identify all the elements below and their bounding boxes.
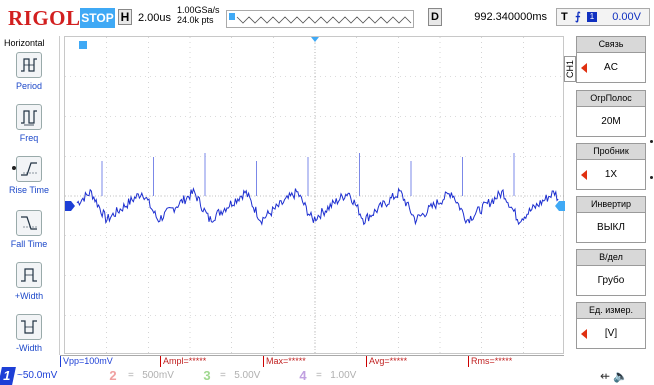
waveform-grid <box>65 37 565 355</box>
arrow-left-icon <box>581 329 587 339</box>
selection-dot <box>12 166 16 170</box>
channel-4-scale: 1.00V <box>330 370 357 381</box>
menu-softkey-6[interactable]: Ед. измер. [V] <box>576 302 646 349</box>
softkey-value-text: 1X <box>604 169 618 180</box>
trigger-source: 1 <box>587 12 597 22</box>
channel-1-scale: 50.0mV <box>22 370 58 381</box>
channel-2-info[interactable]: = 500mV <box>128 368 174 384</box>
period-label: Period <box>15 81 42 91</box>
fall-time-icon <box>16 210 42 236</box>
measure-max[interactable]: Max=***** <box>263 356 306 367</box>
channel-4-info[interactable]: = 1.00V <box>316 368 356 384</box>
trigger-edge-icon: ⨍ <box>575 11 581 23</box>
channel-4-badge[interactable]: 4 <box>299 368 307 383</box>
frequency-icon <box>16 104 42 130</box>
memory-overview-strip <box>226 10 414 28</box>
softkey-value-text: 20M <box>601 116 621 127</box>
channel-status-bar: 1 ~50.0mV 2 = 500mV 3 = 5.00V 4 = 1.00V … <box>0 367 654 385</box>
channel-4-coupling: = <box>316 370 322 381</box>
softkey-value: 20M <box>576 107 646 137</box>
menu-softkey-2[interactable]: ОгрПолос 20M <box>576 90 646 137</box>
memory-waveform-icon <box>229 13 412 24</box>
menu-softkey-4[interactable]: Инвертир ВЫКЛ <box>576 196 646 243</box>
channel-2-coupling: = <box>128 370 134 381</box>
fall-time-label: Fall Time <box>10 239 48 249</box>
rise-time-label: Rise Time <box>8 185 49 195</box>
sample-rate: 1.00GSa/s <box>177 5 220 15</box>
delay-value[interactable]: 992.340000ms <box>474 11 547 23</box>
softkey-value: [V] <box>576 319 646 349</box>
softkey-header: Инвертир <box>576 196 646 213</box>
trigger-label: T <box>561 11 568 23</box>
timebase-value[interactable]: 2.00us <box>138 12 172 24</box>
channel-1-trace <box>76 187 559 226</box>
brand-logo: RIGOL <box>8 6 81 30</box>
menu-softkey-1[interactable]: Связь AC <box>576 36 646 83</box>
horizontal-measure-panel: Horizontal Period Freq Rise Time Fall Ti… <box>0 36 60 355</box>
top-status-bar: RIGOL STOP H 2.00us 1.00GSa/s 24.0k pts … <box>0 0 654 36</box>
arrow-left-icon <box>581 170 587 180</box>
measure-rms[interactable]: Rms=***** <box>468 356 512 367</box>
usb-sound-icon: ⇷ 🔈 <box>600 369 629 383</box>
measure-period-button[interactable]: Period <box>11 52 47 96</box>
measure-vpp[interactable]: Vpp=100mV <box>60 356 113 367</box>
channel-tag: CH1 <box>564 56 576 82</box>
softkey-value: Грубо <box>576 266 646 296</box>
channel-3-badge[interactable]: 3 <box>203 368 211 383</box>
minus-width-icon <box>16 314 42 340</box>
minus-width-label: -Width <box>15 343 42 353</box>
sample-info: 1.00GSa/s 24.0k pts <box>177 5 220 25</box>
measure-plus-width-button[interactable]: +Width <box>11 262 47 306</box>
plus-width-icon <box>16 262 42 288</box>
channel-1-badge[interactable]: 1 <box>0 367 16 385</box>
plus-width-label: +Width <box>14 291 44 301</box>
trigger-level: 0.00V <box>612 11 641 23</box>
softkey-header: Пробник <box>576 143 646 160</box>
channel-1-ground-marker[interactable] <box>65 201 75 211</box>
softkey-header: ОгрПолос <box>576 90 646 107</box>
memory-depth: 24.0k pts <box>177 15 214 25</box>
softkey-header: Ед. измер. <box>576 302 646 319</box>
panel-title: Horizontal <box>4 38 45 48</box>
freq-label: Freq <box>19 133 39 143</box>
channel-2-badge[interactable]: 2 <box>109 368 117 383</box>
channel-2-scale: 500mV <box>142 370 174 381</box>
measure-rise-time-button[interactable]: Rise Time <box>9 156 49 200</box>
delay-label: D <box>428 8 442 26</box>
softkey-value-text: ВЫКЛ <box>597 222 625 233</box>
softkey-value: AC <box>576 53 646 83</box>
softkey-value-text: [V] <box>604 328 618 339</box>
softkey-value-text: AC <box>604 62 618 73</box>
channel-3-info[interactable]: = 5.00V <box>220 368 260 384</box>
measure-ampl[interactable]: Ampl=***** <box>160 356 206 367</box>
measure-minus-width-button[interactable]: -Width <box>11 314 47 358</box>
period-icon <box>16 52 42 78</box>
menu-softkey-5[interactable]: В/дел Грубо <box>576 249 646 296</box>
menu-dot-top <box>650 140 653 143</box>
time-marker-icon <box>79 41 87 49</box>
softkey-header: В/дел <box>576 249 646 266</box>
softkey-header: Связь <box>576 36 646 53</box>
measurement-bar: Vpp=100mV Ampl=***** Max=***** Avg=*****… <box>60 355 564 367</box>
arrow-left-icon <box>581 63 587 73</box>
measure-fall-time-button[interactable]: Fall Time <box>11 210 47 254</box>
measure-freq-button[interactable]: Freq <box>11 104 47 148</box>
channel-3-coupling: = <box>220 370 226 381</box>
channel-1-info[interactable]: ~50.0mV <box>17 368 57 384</box>
softkey-value: 1X <box>576 160 646 190</box>
menu-dot-bottom <box>650 176 653 179</box>
trigger-position-marker <box>311 37 319 42</box>
menu-softkey-3[interactable]: Пробник 1X <box>576 143 646 190</box>
softkey-value: ВЫКЛ <box>576 213 646 243</box>
run-stop-indicator[interactable]: STOP <box>80 8 115 28</box>
horizontal-label: H <box>118 9 132 25</box>
waveform-display[interactable] <box>64 36 565 355</box>
softkey-value-text: Грубо <box>597 275 625 286</box>
trigger-status[interactable]: T ⨍ 1 0.00V <box>556 8 650 26</box>
trigger-level-marker[interactable] <box>555 201 565 211</box>
channel-3-scale: 5.00V <box>234 370 261 381</box>
rise-time-icon <box>16 156 42 182</box>
channel-1-coupling: ~ <box>17 370 23 381</box>
measure-avg[interactable]: Avg=***** <box>366 356 407 367</box>
